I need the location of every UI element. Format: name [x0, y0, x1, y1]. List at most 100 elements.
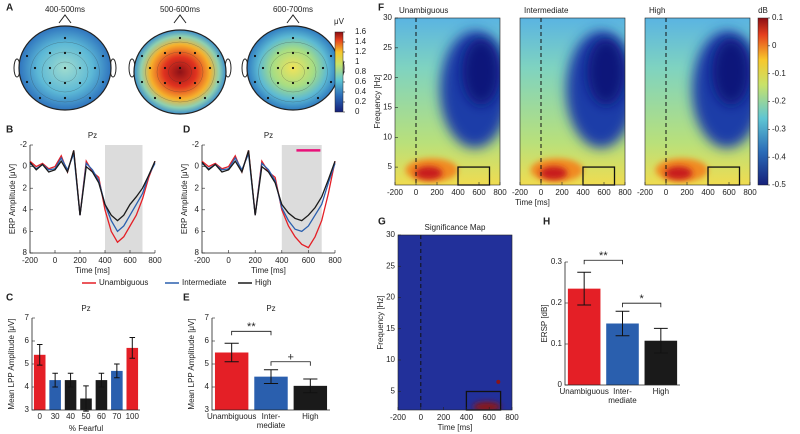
significance-label: ** — [599, 250, 608, 262]
nose — [58, 14, 72, 24]
x-tick-label: 400 — [98, 256, 112, 265]
x-tick-label: Unambiguous — [559, 387, 608, 396]
x-tick-label: 400 — [275, 256, 289, 265]
nose — [173, 14, 187, 24]
series-line — [29, 153, 156, 233]
bar — [95, 380, 108, 410]
electrode — [306, 66, 310, 70]
electrode — [33, 66, 37, 70]
electrode — [329, 80, 333, 84]
error-bar — [577, 271, 592, 306]
x-tick-label: High — [302, 412, 318, 421]
x-tick-label: -200 — [387, 188, 404, 197]
x-tick-label: Inter-mediate — [608, 387, 637, 405]
electrode — [93, 66, 97, 70]
y-tick-label: 10 — [383, 132, 392, 141]
electrode — [276, 66, 280, 70]
electrode — [101, 54, 105, 58]
electrode — [163, 81, 167, 85]
electrode — [216, 80, 220, 84]
y-tick-label: 3 — [205, 405, 210, 414]
error-bar — [83, 385, 89, 412]
electrode — [178, 36, 182, 40]
panel-letter: B — [6, 125, 13, 136]
y-tick-label: 0 — [23, 162, 28, 171]
x-tick-label: 0 — [414, 188, 419, 197]
map-title: High — [649, 6, 665, 15]
error-bar — [615, 310, 630, 337]
electrode — [291, 66, 295, 70]
plot-frame — [397, 234, 513, 411]
x-axis-label: Time [ms] — [75, 266, 110, 275]
y-axis-label: Mean LPP Amplitude [μV] — [7, 318, 16, 409]
electrode — [38, 96, 42, 100]
significance-bracket — [231, 330, 272, 336]
y-tick-label: 0 — [195, 162, 200, 171]
colorbar-tick-label: 0 — [355, 107, 360, 116]
electrode — [261, 66, 265, 70]
electrode — [78, 81, 82, 85]
colorbar-label: μV — [334, 17, 345, 26]
electrode — [78, 51, 82, 55]
panel-letter: C — [6, 293, 13, 304]
colorbar-label: dB — [758, 6, 768, 15]
highlight-window — [105, 145, 143, 253]
x-tick-label: -200 — [637, 188, 654, 197]
y-tick-label: 7 — [205, 313, 210, 322]
x-tick-label: 400 — [701, 188, 715, 197]
panel-letter: F — [378, 3, 384, 14]
error-bar — [114, 363, 120, 379]
error-bar — [129, 337, 136, 359]
electrode — [266, 96, 270, 100]
y-axis-label: ERP Amplitude [μV] — [8, 164, 17, 234]
electrode — [88, 96, 92, 100]
electrode — [193, 81, 197, 85]
contour — [30, 41, 100, 103]
x-tick-label: 0 — [53, 256, 58, 265]
x-tick-label: 800 — [493, 188, 507, 197]
heatmap — [645, 18, 750, 185]
y-tick-label: 6 — [25, 336, 30, 345]
y-tick-label: 6 — [205, 336, 210, 345]
electrode — [291, 36, 295, 40]
colorbar-tick-label: -0.4 — [772, 152, 786, 161]
y-tick-label: 8 — [195, 248, 200, 257]
electrode — [78, 66, 82, 70]
significance-bracket — [583, 259, 623, 265]
map-title: Significance Map — [425, 223, 486, 232]
y-tick-label: 25 — [383, 43, 392, 52]
plot-frame — [644, 17, 751, 186]
x-tick-label: 600 — [722, 188, 736, 197]
electrode — [291, 81, 295, 85]
electrode — [163, 51, 167, 55]
electrode — [178, 81, 182, 85]
colorbar-tick-label: 0.4 — [355, 87, 367, 96]
bar — [64, 380, 77, 410]
x-tick-label: 0 — [226, 256, 231, 265]
electrode — [193, 51, 197, 55]
series-line — [201, 153, 336, 233]
bar — [49, 380, 61, 410]
y-axis-label: Frequency [Hz] — [376, 295, 385, 349]
x-tick-label: 0 — [664, 188, 669, 197]
electrode — [48, 81, 52, 85]
electrode — [25, 54, 29, 58]
x-tick-label: 0 — [419, 413, 424, 422]
colorbar — [334, 31, 344, 113]
x-tick-label: 200 — [680, 188, 694, 197]
y-tick-label: 7 — [25, 313, 30, 322]
y-tick-label: 4 — [25, 382, 30, 391]
electrode — [48, 66, 52, 70]
x-tick-label: 600 — [302, 256, 316, 265]
heatmap-bg — [398, 235, 512, 410]
electrode — [63, 36, 67, 40]
contour — [145, 41, 215, 103]
y-tick-label: 5 — [205, 359, 210, 368]
series-line — [29, 150, 156, 222]
x-axis-label: Time [ms] — [251, 266, 286, 275]
error-bar — [224, 342, 239, 363]
x-tick-label: -200 — [390, 413, 407, 422]
map-title: Intermediate — [524, 6, 569, 15]
